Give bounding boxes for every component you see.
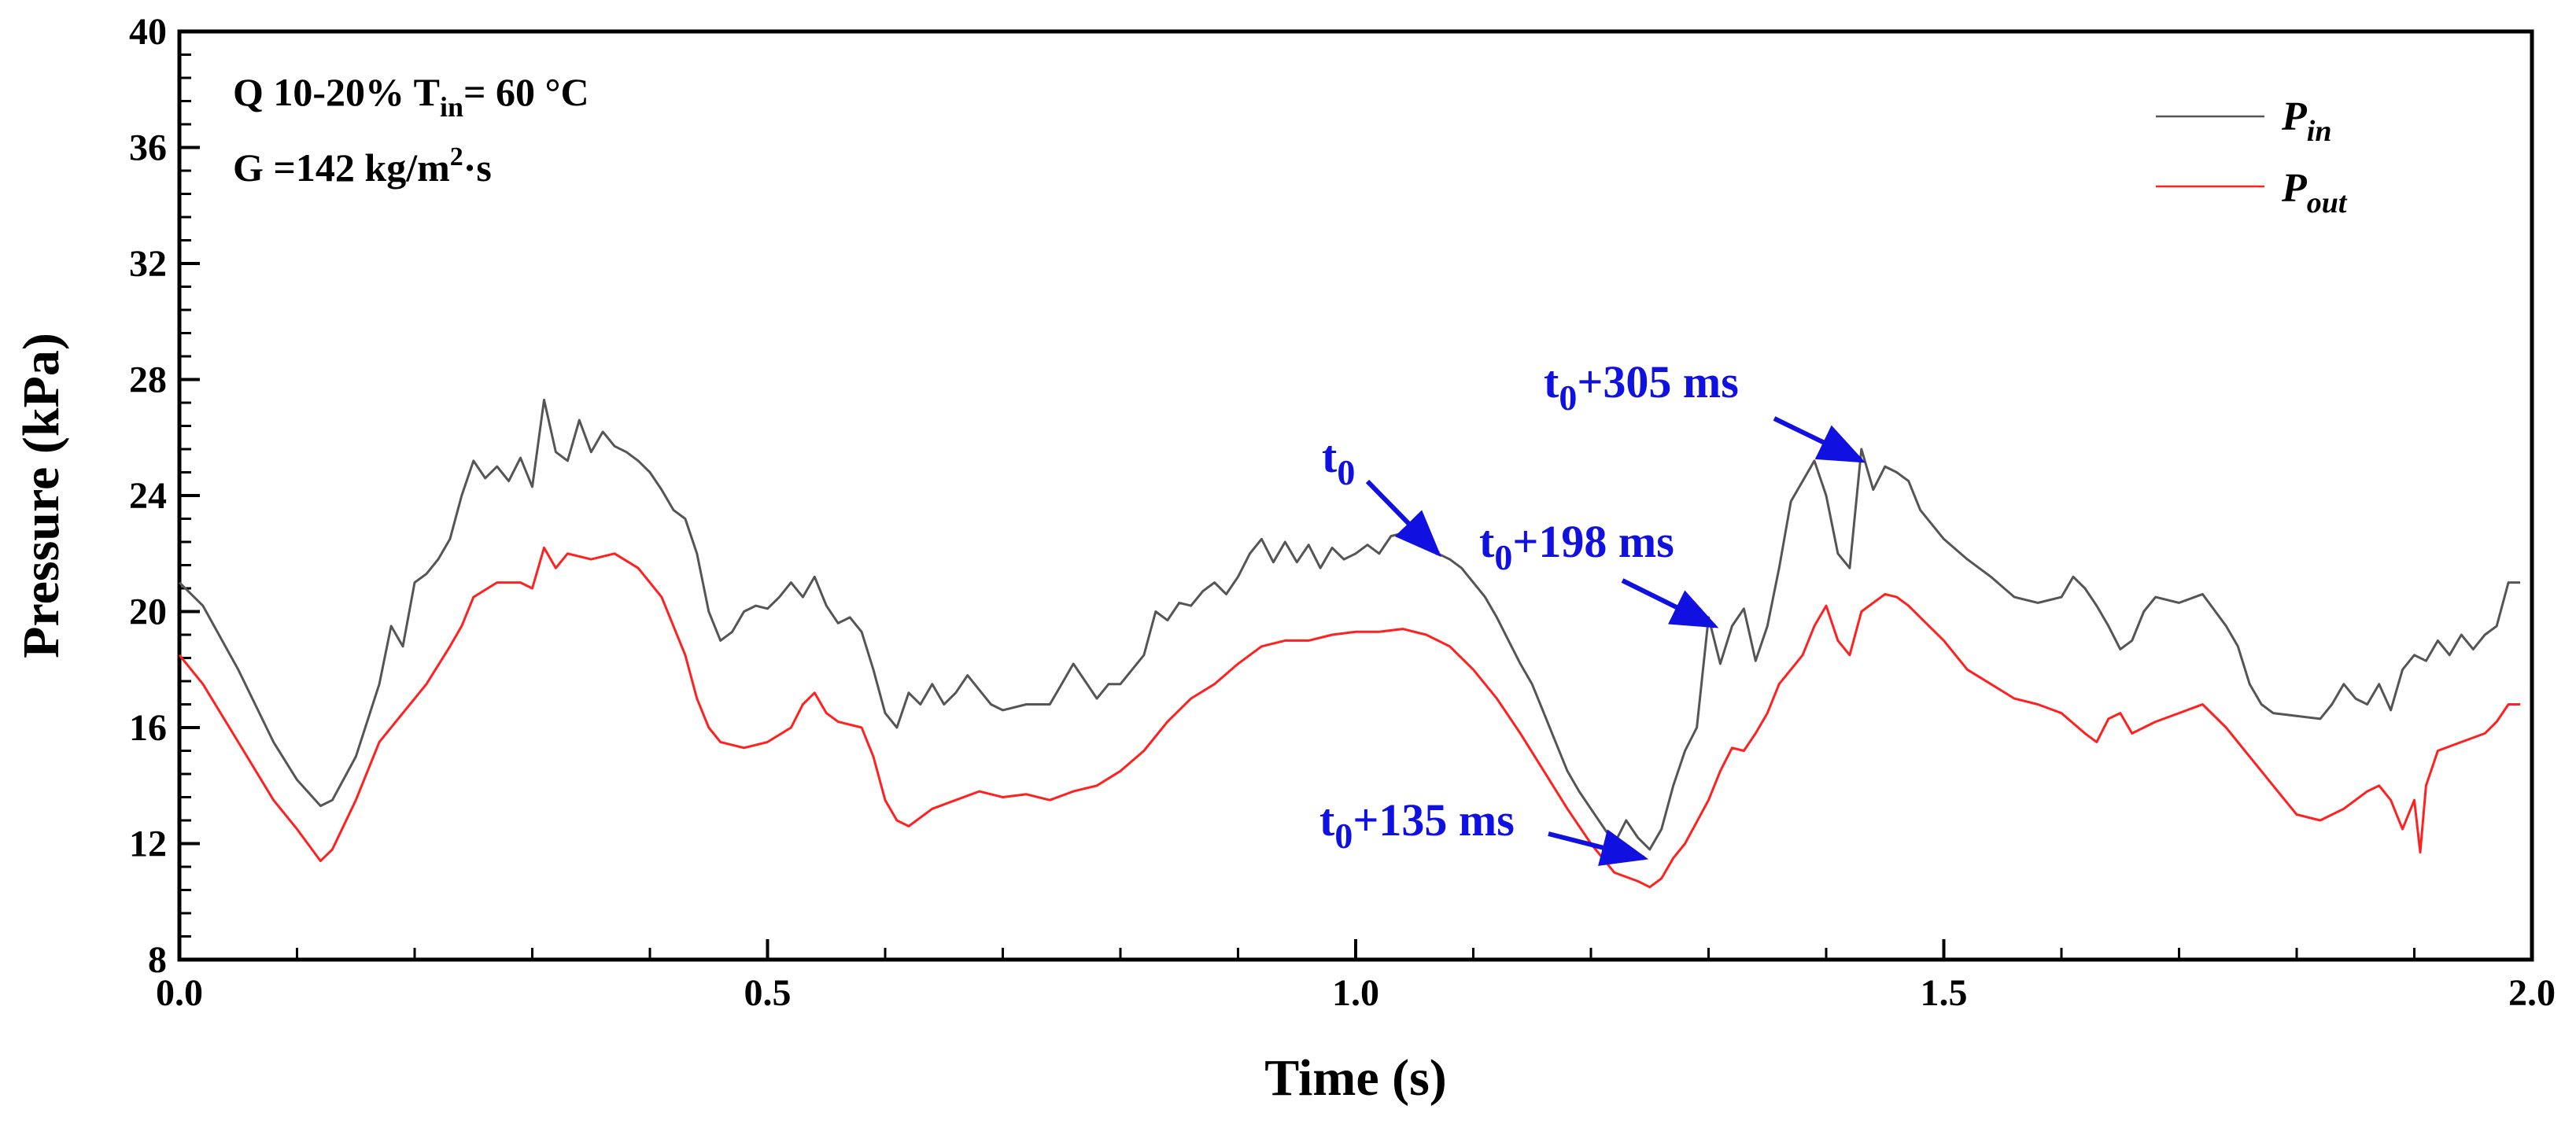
condition-line-1-end: = 60 °C — [463, 70, 589, 114]
annotation-t0-305-main: t — [1544, 356, 1559, 407]
y-tick-label: 20 — [129, 591, 167, 633]
annotation-t0: t0 — [1322, 431, 1355, 492]
legend-pin-sub: in — [2307, 115, 2332, 148]
annotation-t0-135-rest: +135 ms — [1353, 794, 1514, 846]
condition-line-2: G =142 kg/m2·s — [233, 142, 492, 190]
series-layer — [178, 398, 2521, 889]
condition-line-1: Q 10-20% Tin= 60 °C — [233, 70, 589, 123]
series-line-p-out — [178, 546, 2521, 889]
annotation-t0-135-main: t — [1319, 794, 1335, 846]
legend-pin-main: P — [2281, 94, 2308, 139]
legend-pout-sub: out — [2307, 186, 2348, 219]
condition-line-2-main: G =142 kg/m — [233, 146, 450, 190]
legend-label-pout: Pout — [2281, 166, 2348, 219]
y-tick-label: 12 — [129, 824, 167, 865]
x-tick-label: 2.0 — [2508, 972, 2556, 1014]
x-tick-labels: 0.0 0.5 1.0 1.5 2.0 — [156, 972, 2556, 1014]
condition-line-2-sup: 2 — [450, 142, 463, 171]
y-tick-labels: 8 12 16 20 24 28 32 36 40 — [129, 11, 167, 981]
x-tick-label: 1.0 — [1332, 972, 1379, 1014]
annotation-t0-305-rest: +305 ms — [1577, 356, 1738, 407]
annotation-t0-main: t — [1322, 431, 1338, 482]
x-tick-label: 1.5 — [1921, 972, 1968, 1014]
y-tick-label: 32 — [129, 243, 167, 285]
legend-label-pin: Pin — [2281, 94, 2331, 148]
annotation-t0-sub: 0 — [1337, 452, 1355, 492]
legend: Pin Pout — [2156, 94, 2348, 219]
y-tick-label: 16 — [129, 707, 167, 749]
annotation-t0-135-sub: 0 — [1334, 816, 1353, 856]
annotation-t0-198-main: t — [1479, 516, 1495, 567]
annotation-t0-198-sub: 0 — [1494, 537, 1512, 577]
x-tick-label: 0.0 — [156, 972, 203, 1014]
legend-pout-main: P — [2281, 166, 2308, 211]
annotation-t0-305-sub: 0 — [1559, 378, 1577, 418]
annotations: t0 t0+198 ms t0+305 ms t0+135 ms — [1319, 356, 1866, 866]
annotation-t0-135-arrow — [1548, 829, 1649, 866]
condition-line-1-sub: in — [440, 91, 463, 123]
y-tick-label: 28 — [129, 359, 167, 401]
annotation-t0-305: t0+305 ms — [1544, 356, 1739, 418]
condition-line-1-main: Q 10-20% T — [233, 70, 440, 114]
x-tick-label: 0.5 — [744, 972, 792, 1014]
series-line-p-in — [178, 398, 2521, 851]
y-tick-label: 40 — [129, 11, 167, 53]
annotation-t0-arrow — [1365, 479, 1441, 558]
axis-ticks — [178, 30, 2534, 961]
annotation-t0-198-arrow — [1621, 578, 1719, 628]
annotation-t0-198: t0+198 ms — [1479, 516, 1674, 577]
x-axis-title: Time (s) — [1264, 1049, 1447, 1107]
annotation-t0-198-rest: +198 ms — [1512, 516, 1674, 567]
y-tick-label: 36 — [129, 127, 167, 169]
y-tick-label: 8 — [148, 939, 167, 981]
y-axis-title: Pressure (kPa) — [13, 333, 70, 658]
annotation-t0-135: t0+135 ms — [1319, 794, 1515, 856]
y-tick-label: 24 — [129, 475, 167, 517]
condition-line-2-end: ·s — [463, 146, 492, 190]
annotation-t0-305-arrow — [1773, 416, 1866, 463]
